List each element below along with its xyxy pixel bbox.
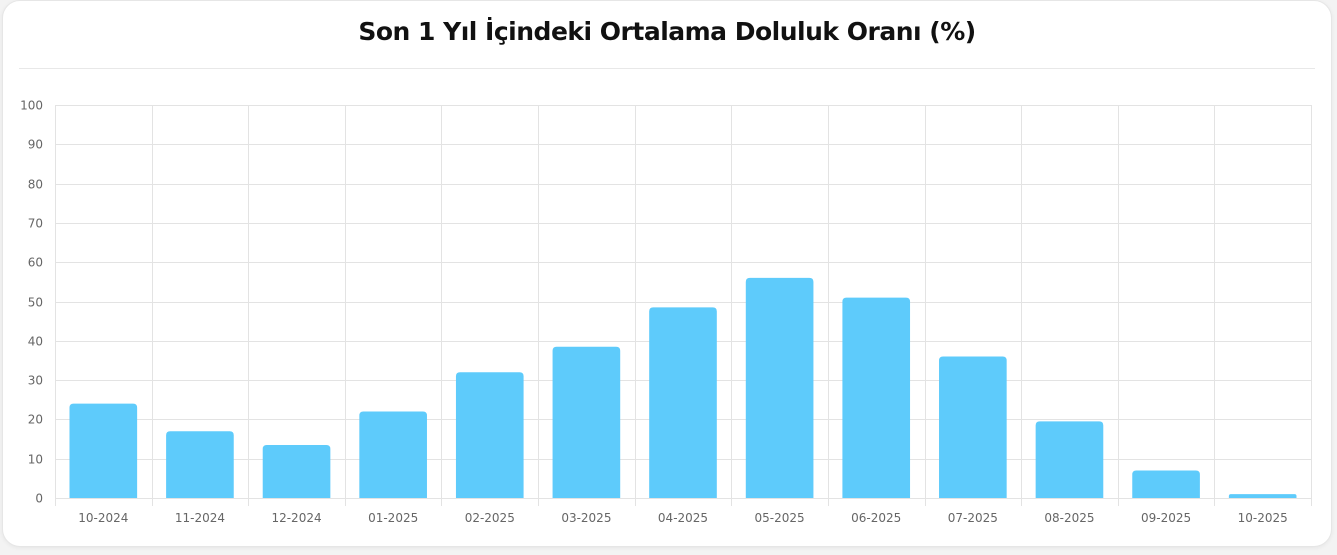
x-axis: 10-2024 11-2024 12-2024 01-2025 02-2025 03-20… [78,511,1288,525]
bar-10-2024[interactable] [69,403,138,498]
bar-12-2024[interactable] [262,444,331,498]
x-tick-label: 01-2025 [368,511,418,525]
chart-title: Son 1 Yıl İçindeki Ortalama Doluluk Oran… [358,17,976,46]
x-tick-label: 09-2025 [1141,511,1191,525]
y-tick-label: 0 [35,492,43,506]
title-divider [19,68,1315,69]
x-tick-label: 11-2024 [175,511,225,525]
bar-03-2025[interactable] [552,346,621,498]
bar-01-2025[interactable] [359,411,427,498]
bar-05-2025[interactable] [745,277,814,498]
y-tick-label: 20 [28,413,43,427]
x-tick-label: 08-2025 [1044,511,1094,525]
y-tick-label: 100 [20,99,43,113]
y-tick-label: 30 [28,374,43,388]
y-tick-label: 90 [28,138,43,152]
y-tick-label: 80 [28,178,43,192]
x-tick-label: 10-2024 [78,511,128,525]
bars-layer [69,277,1297,498]
bar-07-2025[interactable] [939,356,1007,498]
x-tick-label: 05-2025 [755,511,805,525]
bar-11-2024[interactable] [166,431,234,498]
x-tick-label: 02-2025 [465,511,515,525]
y-tick-label: 50 [28,296,43,310]
x-tick-label: 07-2025 [948,511,998,525]
bar-02-2025[interactable] [455,372,524,498]
bar-06-2025[interactable] [842,297,911,498]
x-tick-label: 06-2025 [851,511,901,525]
y-tick-label: 40 [28,335,43,349]
x-tick-label: 03-2025 [561,511,611,525]
y-axis: 0 10 20 30 40 50 60 70 80 90 100 [20,99,43,506]
y-tick-label: 70 [28,217,43,231]
bar-08-2025[interactable] [1035,421,1104,498]
y-tick-label: 60 [28,256,43,270]
x-tick-label: 12-2024 [271,511,321,525]
bar-10-2025[interactable] [1228,494,1297,498]
x-tick-label: 04-2025 [658,511,708,525]
bar-09-2025[interactable] [1132,470,1200,498]
y-tick-label: 10 [28,453,43,467]
bar-04-2025[interactable] [649,307,717,498]
x-tick-label: 10-2025 [1238,511,1288,525]
